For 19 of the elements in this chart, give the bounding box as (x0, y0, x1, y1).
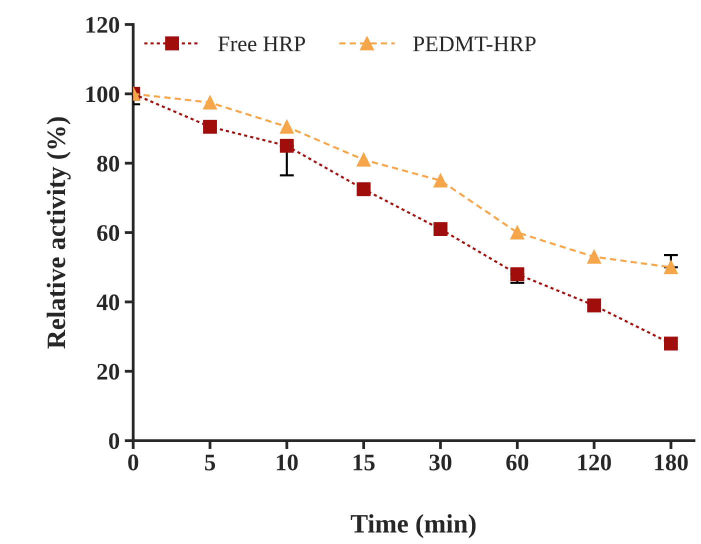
x-tick-label: 15 (354, 454, 375, 470)
y-tick-label: 60 (97, 225, 120, 241)
x-axis-title: Time (min) (350, 514, 476, 538)
y-tick-label: 0 (109, 433, 120, 450)
x-tick-label: 30 (430, 454, 452, 470)
y-tick-label: 100 (86, 86, 120, 102)
y-axis-title: Relative activity (%) (46, 117, 71, 349)
x-tick-label: 10 (276, 454, 298, 470)
legend-label: Free HRP (218, 36, 306, 52)
x-tick-label: 60 (506, 454, 528, 470)
y-tick-label: 20 (97, 364, 120, 380)
x-tick-label: 120 (578, 454, 611, 470)
x-tick-label: 180 (655, 454, 688, 470)
y-tick-label: 80 (97, 156, 120, 172)
x-tick-label: 5 (205, 454, 216, 470)
legend-label: PEDMT-HRP (413, 36, 536, 52)
y-tick-label: 40 (96, 294, 120, 310)
y-tick-label: 120 (86, 16, 120, 33)
x-tick-label: 0 (128, 454, 138, 470)
